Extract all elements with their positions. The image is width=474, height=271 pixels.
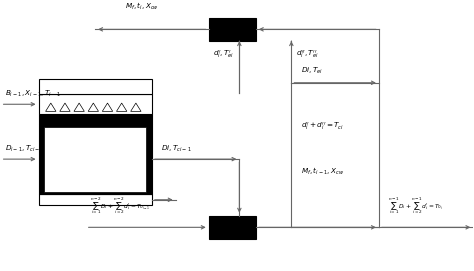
Bar [38,94,152,114]
Polygon shape [102,103,113,111]
Bar [38,114,152,124]
Bar [38,194,152,205]
Text: $Di, T_{ci-1}$: $Di, T_{ci-1}$ [161,144,192,154]
Polygon shape [74,103,84,111]
Text: $M_f, t_{i-1}, X_{cw}$: $M_f, t_{i-1}, X_{cw}$ [301,166,344,177]
Text: $d_i^{\prime\prime}, T_{ei}^{\prime\prime}$: $d_i^{\prime\prime}, T_{ei}^{\prime\prim… [296,49,319,61]
Polygon shape [131,103,141,111]
Polygon shape [117,103,127,111]
Bar [38,124,152,194]
Polygon shape [46,103,56,111]
Text: $\sum_{i=1}^{n-1} D_i + \sum_{i=2}^{n-1} d_i^{\prime} = T_{0_i}$: $\sum_{i=1}^{n-1} D_i + \sum_{i=2}^{n-1}… [388,197,443,217]
Text: $M_f, t_i, X_{cw}$: $M_f, t_i, X_{cw}$ [126,1,159,12]
Text: $d_i^{\prime}, T_{ei}^{\prime}$: $d_i^{\prime}, T_{ei}^{\prime}$ [213,49,235,61]
Bar [209,18,256,41]
Bar [44,127,146,192]
Bar [38,79,152,94]
Text: $D_{i-1}, T_{ci-1}$: $D_{i-1}, T_{ci-1}$ [5,144,46,154]
Polygon shape [88,103,99,111]
Text: $d_i^{\prime} + d_i^{\prime\prime} = T_{ci}$: $d_i^{\prime} + d_i^{\prime\prime} = T_{… [301,121,344,133]
Text: $\sum_{i=1}^{n-2} D_i + \sum_{i=2}^{n-2} d_i^{\prime} = T_{0_{i-1}}$: $\sum_{i=1}^{n-2} D_i + \sum_{i=2}^{n-2}… [91,197,151,217]
Bar [209,216,256,239]
Polygon shape [60,103,70,111]
Text: $B_{i-1}, X_{i-1}, T_{i-1}$: $B_{i-1}, X_{i-1}, T_{i-1}$ [5,89,62,99]
Text: $Di, T_{ei}$: $Di, T_{ei}$ [301,66,323,76]
